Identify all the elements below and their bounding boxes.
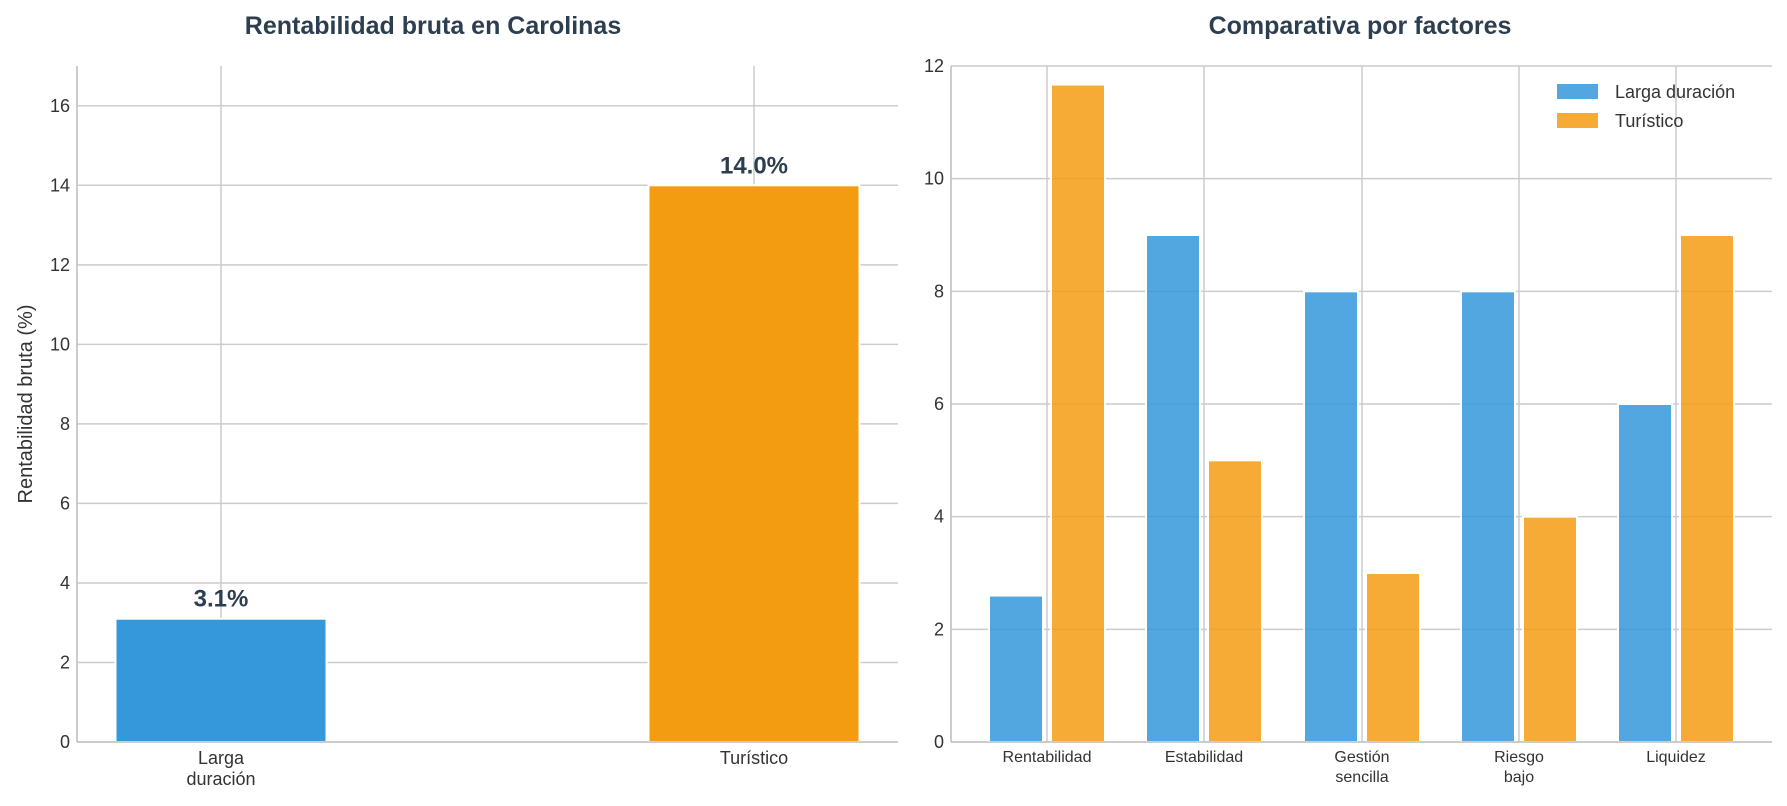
legend-label: Turístico [1615,111,1683,131]
left-y-tick-label: 6 [60,493,70,513]
left-x-tick-label: Larga duración [186,748,255,789]
right-bar-turistico [1207,459,1263,743]
right-x-tick-label: Rentabilidad [1003,749,1092,766]
left-bar [647,184,861,743]
right-bar-turistico [1679,234,1735,743]
left-y-tick-label: 2 [60,652,70,672]
right-bar-turistico [1050,83,1106,743]
left-x-tick-label: Turístico [720,748,788,768]
left-y-tick-label: 12 [50,255,70,275]
right-y-tick-label: 4 [934,507,944,527]
right-bar-turistico [1522,515,1578,744]
right-x-tick-label: Estabilidad [1165,749,1243,766]
right-x-tick-label: Liquidez [1646,749,1706,766]
right-chart-title: Comparativa por factores [1209,12,1512,40]
right-bar-larga [1145,234,1201,743]
right-x-tick-label: Gestión sencilla [1334,749,1389,786]
right-bar-larga [1303,290,1359,743]
right-y-tick-label: 12 [924,56,944,76]
right-y-tick-label: 0 [934,732,944,752]
right-bar-larga [1617,403,1673,743]
right-y-tick-label: 2 [934,619,944,639]
right-y-tick-label: 8 [934,281,944,301]
right-chart: Comparativa por factores 0 2 4 6 8 10 12 Rentab… [924,12,1772,786]
legend-label: Larga duración [1615,82,1735,102]
left-chart-y-axis-label: Rentabilidad bruta (%) [15,305,37,504]
left-y-tick-label: 0 [60,732,70,752]
left-y-tick-label: 16 [50,96,70,116]
left-bar-value-label: 3.1% [194,586,249,613]
right-y-tick-label: 6 [934,394,944,414]
right-y-tick-label: 10 [924,169,944,189]
legend-swatch [1557,113,1598,128]
right-chart-legend: Larga duración Turístico [1557,82,1735,131]
legend-swatch [1557,84,1598,99]
left-bar [114,617,328,744]
left-y-tick-label: 4 [60,573,70,593]
right-bar-larga [988,594,1044,743]
left-y-tick-label: 10 [50,334,70,354]
left-chart: Rentabilidad bruta en Carolinas Rentabil… [15,12,898,789]
right-bar-larga [1460,290,1516,743]
right-x-tick-label: Riesgo bajo [1494,749,1544,786]
left-chart-title: Rentabilidad bruta en Carolinas [245,12,621,40]
right-bar-turistico [1365,572,1421,743]
left-bar-value-label: 14.0% [720,152,788,179]
left-y-tick-label: 14 [50,175,70,195]
left-y-tick-label: 8 [60,414,70,434]
